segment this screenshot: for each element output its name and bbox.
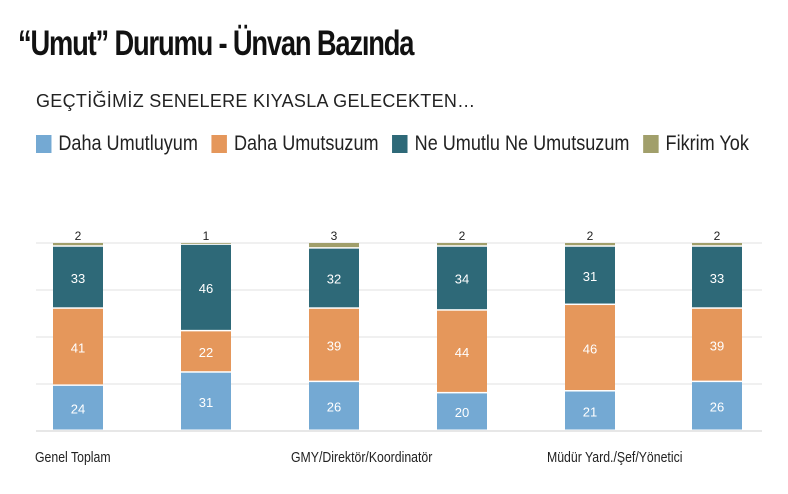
segment-value-label: 26 xyxy=(710,400,724,415)
bar-segment xyxy=(437,310,487,392)
bar-segment xyxy=(53,308,103,385)
segment-value-label: 31 xyxy=(583,269,597,284)
bar-segment xyxy=(565,305,615,391)
segment-value-label: 46 xyxy=(199,281,213,296)
legend-label: Daha Umutsuzum xyxy=(234,132,379,155)
segment-value-label: 34 xyxy=(455,272,469,287)
top-value-label: 2 xyxy=(75,229,82,243)
segment-value-label: 41 xyxy=(71,340,85,355)
x-tick-label: GMY/Direktör/Koordinatör xyxy=(291,449,433,465)
segment-value-label: 39 xyxy=(710,338,724,353)
top-value-label: 1 xyxy=(203,229,210,243)
segment-value-label: 33 xyxy=(71,271,85,286)
bar-segment xyxy=(181,244,231,330)
bar-segment xyxy=(181,331,231,372)
bar-segment xyxy=(565,243,615,246)
legend-label: Fikrim Yok xyxy=(665,132,749,155)
top-value-label: 2 xyxy=(714,229,721,243)
top-value-label: 3 xyxy=(331,229,338,243)
chart-subtitle: GEÇTİĞİMİZ SENELERE KIYASLA GELECEKTEN… xyxy=(36,91,476,111)
legend-swatch xyxy=(392,135,408,153)
bar-segment xyxy=(181,243,231,244)
segment-value-label: 20 xyxy=(455,405,469,420)
bar-segment xyxy=(53,243,103,246)
legend-item-daha-umutluyum: Daha Umutluyum xyxy=(36,132,198,156)
segment-value-label: 21 xyxy=(583,404,597,419)
segment-value-label: 44 xyxy=(455,345,469,360)
segment-value-label: 24 xyxy=(71,401,85,416)
bar-segment xyxy=(692,382,742,430)
bar-segment xyxy=(565,391,615,430)
legend-swatch xyxy=(36,135,52,153)
bar-segment xyxy=(181,372,231,430)
legend-item-ne-umutlu-ne-umutsuzum: Ne Umutlu Ne Umutsuzum xyxy=(392,132,629,156)
legend-label: Ne Umutlu Ne Umutsuzum xyxy=(414,132,630,155)
segment-value-label: 39 xyxy=(327,338,341,353)
top-value-label: 2 xyxy=(587,229,594,243)
bar-segment xyxy=(437,246,487,310)
bar-segment xyxy=(437,243,487,246)
bar-segment xyxy=(692,308,742,381)
legend-swatch xyxy=(211,135,228,153)
x-tick-label: Genel Toplam xyxy=(35,449,111,465)
chart-title: “Umut” Durumu - Ünvan Bazında xyxy=(18,24,414,63)
segment-value-label: 33 xyxy=(710,271,724,286)
bar-segment xyxy=(437,393,487,430)
bar-segment xyxy=(309,308,359,381)
legend-item-fikrim-yok: Fikrim Yok xyxy=(643,132,749,156)
bar-segment xyxy=(565,246,615,304)
segment-value-label: 46 xyxy=(583,341,597,356)
segment-value-label: 22 xyxy=(199,345,213,360)
x-tick-label: Müdür Yard./Şef/Yönetici xyxy=(547,449,682,465)
top-value-label: 2 xyxy=(459,229,466,243)
segment-value-label: 32 xyxy=(327,272,341,287)
bar-segment xyxy=(309,248,359,308)
bar-segment xyxy=(309,243,359,248)
legend-item-daha-umutsuzum: Daha Umutsuzum xyxy=(211,132,379,156)
legend: Daha Umutluyum Daha Umutsuzum Ne Umutlu … xyxy=(36,132,763,156)
bar-segment xyxy=(692,246,742,308)
segment-value-label: 31 xyxy=(199,395,213,410)
legend-swatch xyxy=(643,135,659,153)
bar-segment xyxy=(309,382,359,430)
bar-segment xyxy=(53,385,103,430)
segment-value-label: 26 xyxy=(327,400,341,415)
bar-segment xyxy=(53,246,103,308)
legend-label: Daha Umutluyum xyxy=(58,132,198,155)
bar-segment xyxy=(692,243,742,246)
